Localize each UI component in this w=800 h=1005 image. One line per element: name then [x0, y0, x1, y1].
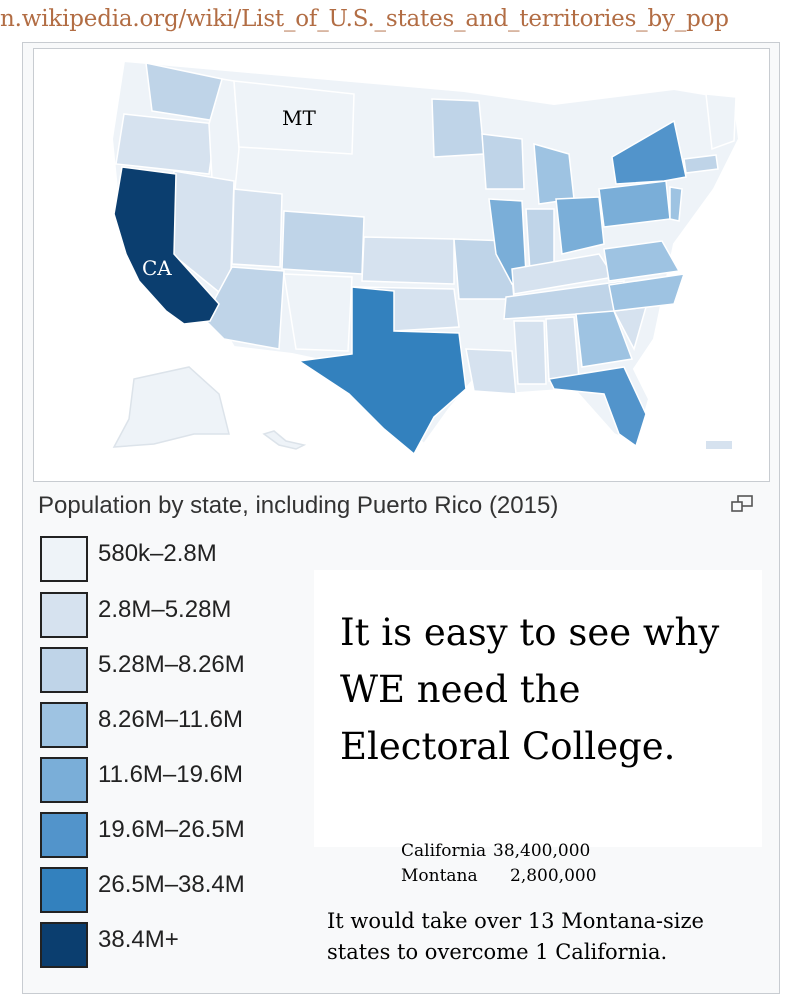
map-state-fl: [547, 366, 647, 448]
map-caption: Population by state, including Puerto Ri…: [38, 492, 559, 519]
map-state-ut: [231, 188, 283, 268]
legend-label: 5.28M–8.26M: [98, 651, 245, 678]
map-state-me: [705, 93, 737, 151]
url-text: n.wikipedia.org/wiki/List_of_U.S._states…: [0, 6, 729, 32]
map-state-ny: [611, 119, 687, 185]
stat-value: 2,800,000: [510, 866, 597, 886]
label-ca: CA: [142, 256, 172, 280]
stat-row: Montana 2,800,000: [401, 864, 597, 889]
legend-swatch: [40, 867, 88, 913]
map-state-ma: [683, 154, 719, 174]
map-state-al: [545, 316, 580, 382]
legend-swatch: [40, 922, 88, 968]
map-state-va: [603, 240, 681, 282]
legend-swatch: [40, 647, 88, 693]
legend-swatch: [40, 812, 88, 858]
map-state-ks: [361, 236, 455, 285]
legend-swatch: [40, 592, 88, 638]
legend-label: 8.26M–11.6M: [98, 706, 243, 733]
map-territory-pr: [706, 441, 732, 449]
map-state-mt: [233, 80, 355, 155]
map-state-in: [525, 208, 555, 272]
map-state-tx: [296, 286, 467, 456]
map-state-mn: [431, 98, 485, 158]
map-state-ca: [113, 166, 220, 325]
map-state-mi: [533, 142, 575, 205]
legend-item: 19.6M–26.5M: [40, 812, 320, 860]
map-state-co: [281, 210, 365, 275]
map-state-wi: [481, 133, 525, 190]
legend-item: 8.26M–11.6M: [40, 702, 320, 750]
legend-label: 580k–2.8M: [98, 540, 217, 567]
map-state-pa: [598, 180, 671, 228]
map-state-nj: [669, 186, 683, 222]
annotation-headline: It is easy to see why WE need the Electo…: [340, 611, 720, 768]
map-state-oh: [555, 196, 605, 255]
legend-item: 26.5M–38.4M: [40, 867, 320, 915]
population-stats: California 38,400,000 Montana 2,800,000: [401, 839, 597, 889]
stat-name: Montana: [401, 866, 478, 886]
legend-item: 5.28M–8.26M: [40, 647, 320, 695]
annotation-panel: [314, 570, 762, 847]
legend-label: 2.8M–5.28M: [98, 596, 232, 623]
map-state-or: [115, 113, 217, 175]
legend-item: 2.8M–5.28M: [40, 592, 320, 640]
stat-value: 38,400,000: [493, 841, 591, 861]
choropleth-map[interactable]: MT CA: [33, 48, 770, 482]
map-state-ga: [575, 310, 634, 368]
legend-label: 11.6M–19.6M: [98, 761, 243, 788]
legend-item: 11.6M–19.6M: [40, 757, 320, 805]
legend-swatch: [40, 702, 88, 748]
stat-row: California 38,400,000: [401, 839, 597, 864]
map-state-la: [465, 348, 517, 395]
stat-name: California: [401, 841, 487, 861]
legend-label: 19.6M–26.5M: [98, 816, 245, 843]
legend-label: 38.4M+: [98, 926, 179, 953]
label-mt: MT: [282, 106, 316, 130]
legend-swatch: [40, 536, 88, 582]
map-state-hi: [262, 430, 307, 450]
legend-item: 38.4M+: [40, 922, 320, 970]
map-state-ak: [112, 366, 230, 448]
expand-icon[interactable]: [730, 494, 754, 514]
legend-swatch: [40, 757, 88, 803]
legend-item: 580k–2.8M: [40, 536, 320, 584]
legend-label: 26.5M–38.4M: [98, 871, 245, 898]
annotation-conclusion: It would take over 13 Montana-size state…: [327, 909, 704, 964]
map-state-nc: [608, 273, 686, 312]
map-state-nm: [283, 273, 353, 352]
map-state-ms: [513, 320, 547, 385]
